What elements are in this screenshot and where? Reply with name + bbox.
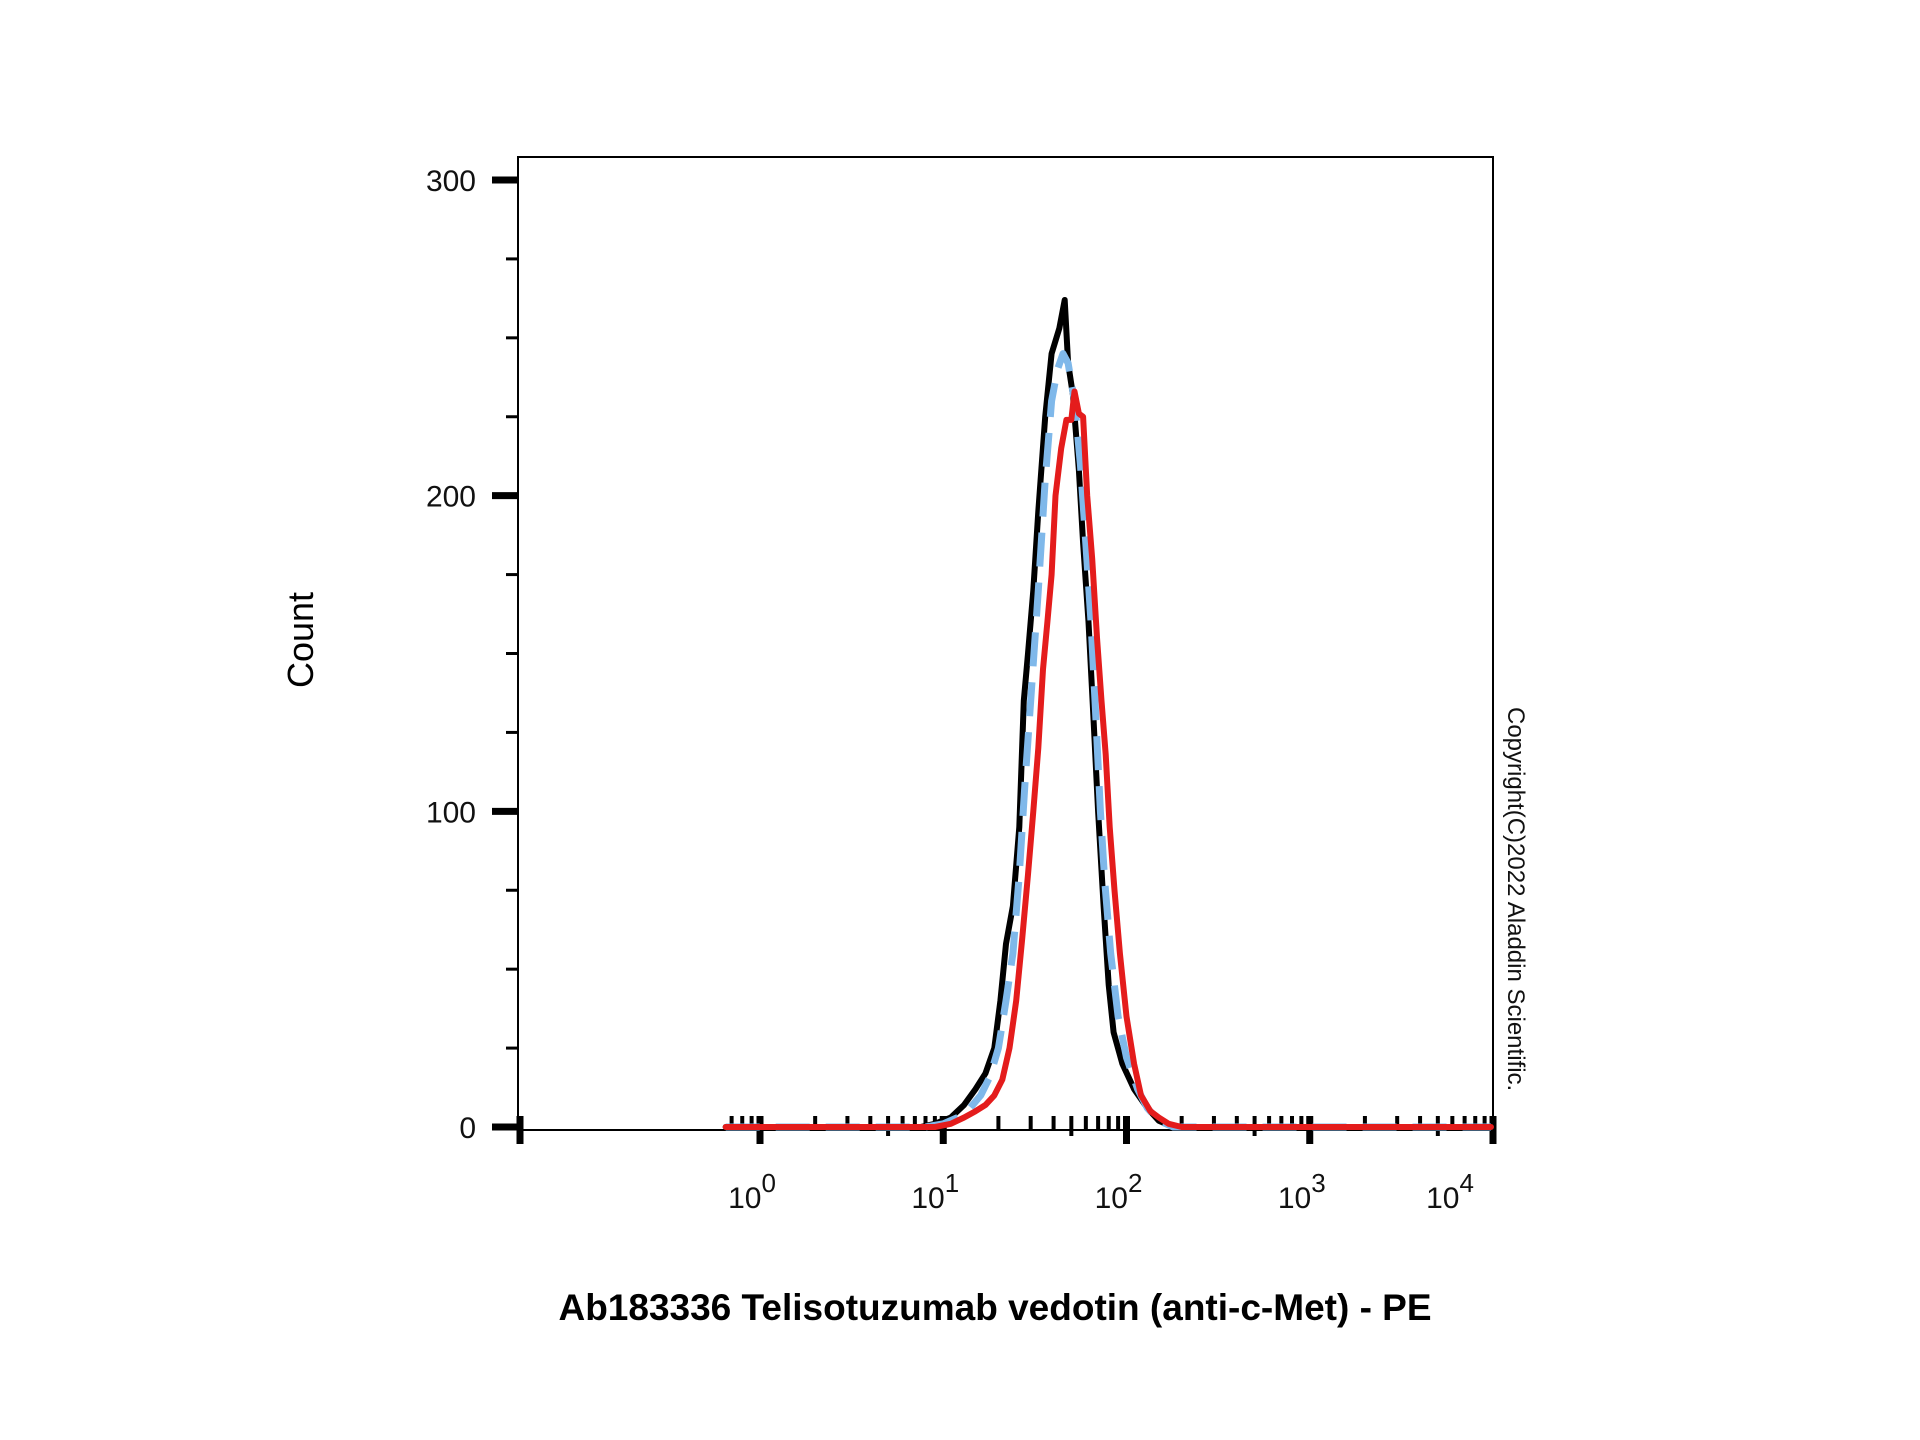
- histogram-line-2: [725, 350, 1491, 1131]
- x-tick-label: 101: [911, 1168, 959, 1215]
- x-tick-label: 103: [1278, 1168, 1326, 1215]
- y-tick-label: 0: [459, 1112, 476, 1145]
- copyright-watermark: Copyright(C)2022 Aladdin Scientific.: [1502, 707, 1529, 1091]
- y-tick-label: 100: [426, 796, 476, 829]
- x-axis-title: Ab183336 Telisotuzumab vedotin (anti-c-M…: [558, 1287, 1431, 1328]
- y-tick-label: 200: [426, 481, 476, 514]
- histogram-line-3: [722, 388, 1494, 1130]
- y-tick-label: 300: [426, 165, 476, 198]
- x-tick-exponent: 0: [761, 1168, 775, 1198]
- histogram-line-1: [722, 297, 1494, 1130]
- x-tick-label: 104: [1426, 1168, 1474, 1215]
- x-tick-exponent: 2: [1128, 1168, 1142, 1198]
- y-axis-title: Count: [280, 592, 321, 688]
- y-axis-ticks: [492, 176, 518, 1131]
- x-tick-base: 10: [1095, 1182, 1128, 1215]
- x-tick-exponent: 1: [945, 1168, 959, 1198]
- x-tick-exponent: 3: [1311, 1168, 1325, 1198]
- x-tick-base: 10: [1278, 1182, 1311, 1215]
- histogram-series: [722, 297, 1494, 1131]
- x-tick-base: 10: [1426, 1182, 1459, 1215]
- x-tick-base: 10: [911, 1182, 944, 1215]
- x-tick-label: 100: [728, 1168, 776, 1215]
- x-axis-tick-labels: 100 101 102 103 104: [728, 1168, 1474, 1215]
- y-axis-tick-labels: 0 100 200 300: [426, 165, 476, 1145]
- x-tick-base: 10: [728, 1182, 761, 1215]
- x-tick-exponent: 4: [1459, 1168, 1473, 1198]
- x-tick-label: 102: [1095, 1168, 1143, 1215]
